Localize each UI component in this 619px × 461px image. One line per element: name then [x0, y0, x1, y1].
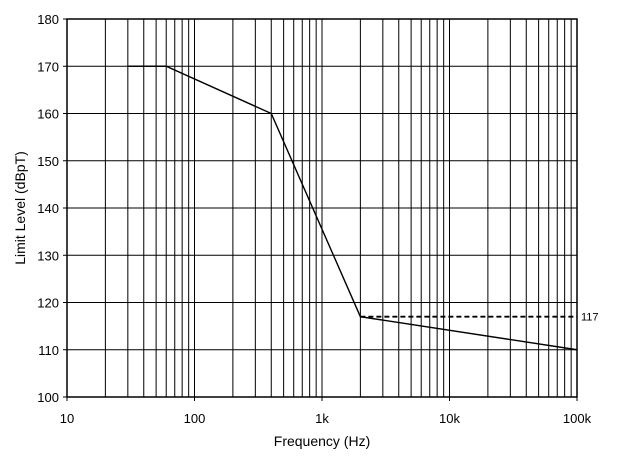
y-tick-label: 150: [37, 154, 59, 169]
y-tick-label: 180: [37, 12, 59, 27]
x-tick-label: 1k: [315, 411, 329, 426]
y-tick-label: 170: [37, 59, 59, 74]
annotations: 117: [581, 312, 599, 324]
x-tick-label: 100: [184, 411, 206, 426]
y-tick-label: 100: [37, 390, 59, 405]
y-tick-label: 140: [37, 201, 59, 216]
y-tick-label: 120: [37, 296, 59, 311]
annotation-label: 117: [581, 312, 599, 324]
x-tick-label: 10k: [439, 411, 460, 426]
y-tick-label: 130: [37, 248, 59, 263]
grid: [67, 19, 577, 397]
x-tick-label: 100k: [563, 411, 592, 426]
x-axis-label: Frequency (Hz): [274, 433, 370, 449]
y-tick-label: 110: [38, 343, 59, 358]
y-tick-label: 160: [37, 107, 59, 122]
plot-frame: [63, 19, 577, 401]
x-tick-label: 10: [60, 411, 74, 426]
y-axis-label: Limit Level (dBpT): [12, 151, 28, 265]
